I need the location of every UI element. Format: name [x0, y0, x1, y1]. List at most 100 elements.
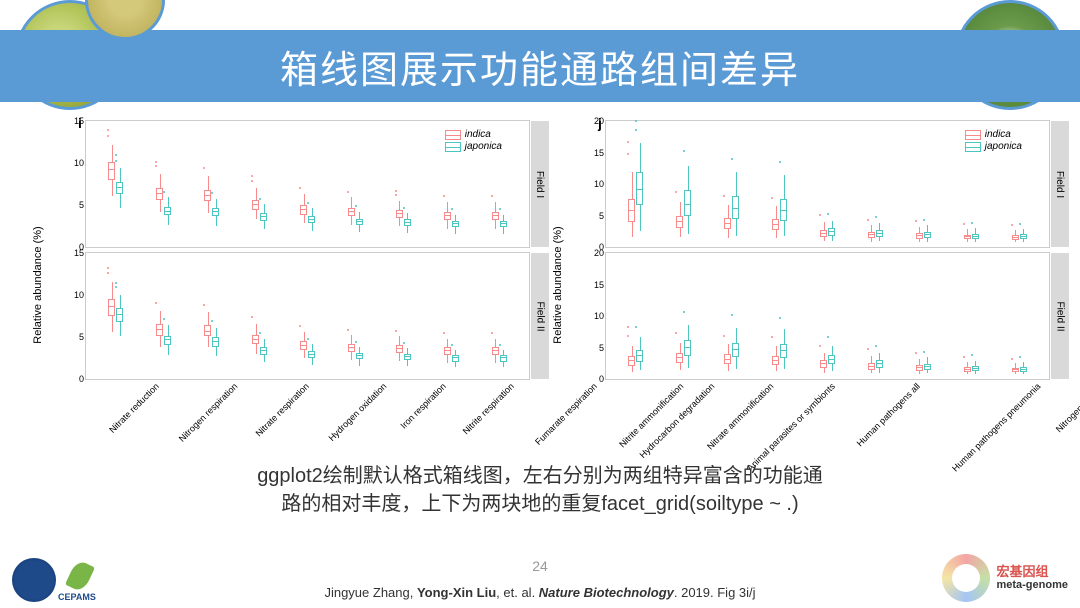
median-line	[636, 189, 643, 190]
boxplot-box	[108, 257, 115, 375]
outlier-point	[923, 351, 925, 353]
boxplot-box	[260, 257, 267, 375]
median-line	[828, 359, 835, 360]
outlier-point	[963, 223, 965, 225]
yaxis-ticks: 05101520	[576, 253, 604, 379]
boxplot-box	[876, 257, 883, 375]
boxplot-box	[876, 125, 883, 243]
median-line	[116, 314, 123, 315]
page-number: 24	[0, 558, 1080, 574]
outlier-point	[499, 208, 501, 210]
boxplot-box	[676, 257, 683, 375]
boxplot-box	[116, 257, 123, 375]
citation-author: Yong-Xin Liu	[417, 585, 496, 600]
median-line	[396, 213, 403, 214]
box-rect	[164, 336, 171, 345]
boxplot-box	[916, 257, 923, 375]
outlier-point	[451, 208, 453, 210]
box-rect	[212, 337, 219, 346]
outlier-point	[1019, 223, 1021, 225]
median-line	[444, 350, 451, 351]
outlier-point	[395, 190, 397, 192]
boxplot-box	[732, 257, 739, 375]
median-line	[212, 341, 219, 342]
median-line	[684, 347, 691, 348]
citation-prefix: Jingyue Zhang,	[324, 585, 417, 600]
outlier-point	[867, 348, 869, 350]
citation-mid: , et. al.	[496, 585, 539, 600]
facet: Field II05101520	[605, 252, 1050, 380]
outlier-point	[971, 354, 973, 356]
boxplot-box	[724, 257, 731, 375]
ytick: 10	[74, 290, 84, 300]
median-line	[260, 350, 267, 351]
median-line	[356, 355, 363, 356]
outlier-point	[771, 336, 773, 338]
boxplot-box	[404, 257, 411, 375]
outlier-point	[1019, 356, 1021, 358]
legend-swatch-indica	[965, 130, 981, 140]
median-line	[820, 233, 827, 234]
facets-j: Field I05101520Field II05101520	[605, 120, 1050, 380]
median-line	[1012, 237, 1019, 238]
boxplot-box	[396, 125, 403, 243]
outlier-point	[155, 161, 157, 163]
boxplot-box	[308, 257, 315, 375]
category-group	[188, 257, 236, 375]
outlier-point	[1011, 358, 1013, 360]
category-group	[475, 257, 523, 375]
outlier-point	[251, 180, 253, 182]
outlier-point	[115, 154, 117, 156]
facet: Field II051015	[85, 252, 530, 380]
yaxis-label-j: Relative abundance (%)	[552, 226, 564, 343]
median-line	[628, 210, 635, 211]
boxplot-box	[684, 257, 691, 375]
median-line	[772, 360, 779, 361]
outlier-point	[499, 344, 501, 346]
facet-label: Field II	[1055, 301, 1066, 331]
outlier-point	[963, 356, 965, 358]
outlier-point	[915, 220, 917, 222]
median-line	[724, 359, 731, 360]
facet-strip: Field I	[1051, 121, 1069, 247]
box-rect	[500, 221, 507, 227]
outlier-point	[923, 219, 925, 221]
boxplot-box	[636, 257, 643, 375]
outlier-point	[1011, 224, 1013, 226]
boxplot-box	[732, 125, 739, 243]
outlier-point	[107, 267, 109, 269]
median-line	[924, 234, 931, 235]
ytick: 20	[594, 248, 604, 258]
median-line	[500, 223, 507, 224]
outlier-point	[107, 135, 109, 137]
boxplot-box	[348, 257, 355, 375]
outlier-point	[443, 332, 445, 334]
legend-i: indica japonica	[443, 126, 504, 155]
median-line	[444, 215, 451, 216]
outlier-point	[635, 326, 637, 328]
median-line	[868, 234, 875, 235]
outlier-point	[211, 192, 213, 194]
category-group	[899, 257, 947, 375]
box-rect	[500, 355, 507, 361]
outlier-point	[731, 158, 733, 160]
outlier-point	[491, 332, 493, 334]
ytick: 5	[599, 343, 604, 353]
legend-j: indica japonica	[963, 126, 1024, 155]
median-line	[500, 357, 507, 358]
outlier-point	[827, 336, 829, 338]
category-group	[140, 257, 188, 375]
boxplot-box	[444, 257, 451, 375]
boxplot-box	[628, 125, 635, 243]
outlier-point	[451, 344, 453, 346]
outlier-point	[491, 195, 493, 197]
category-group	[995, 257, 1043, 375]
outlier-point	[635, 129, 637, 131]
outlier-point	[347, 191, 349, 193]
box-rect	[444, 347, 451, 355]
median-line	[404, 356, 411, 357]
outlier-point	[299, 325, 301, 327]
outlier-point	[203, 304, 205, 306]
outlier-point	[779, 317, 781, 319]
boxplot-box	[204, 125, 211, 243]
